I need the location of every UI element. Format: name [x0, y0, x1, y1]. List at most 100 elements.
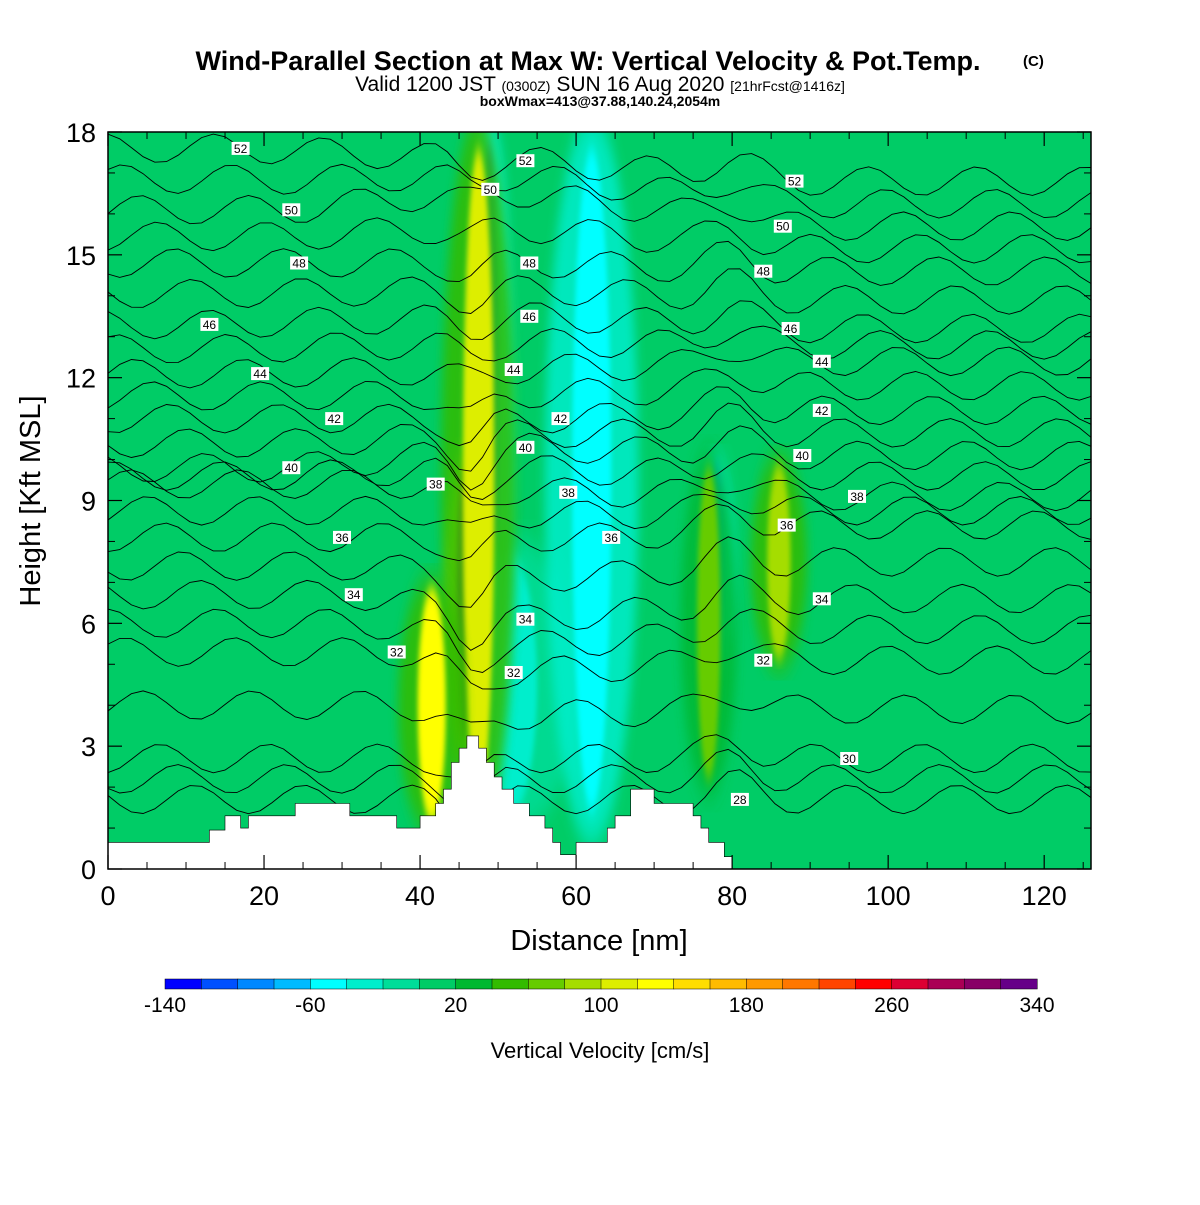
neg-core — [572, 149, 612, 811]
contour-label-text: 32 — [507, 666, 521, 680]
contour-label-box — [754, 264, 773, 278]
contour-label: 32 — [754, 653, 773, 668]
theta-contour-line — [108, 503, 1091, 562]
colorbar-tick-label: 260 — [874, 994, 909, 1017]
contour-labels: 52 52 52 50 50 50 48 48 48 46 46 46 44 44 44 42 42 42 40 40… — [200, 141, 866, 807]
y-axis-label: Height [Kft MSL] — [15, 395, 47, 606]
theta-contour-line — [108, 133, 1091, 196]
contour-label: 42 — [551, 412, 570, 426]
theta-contour-line — [108, 690, 1091, 730]
y-tick-label: 15 — [66, 241, 96, 271]
contour-label-text: 38 — [850, 490, 864, 504]
contour-label-text: 46 — [523, 310, 537, 324]
theta-contours — [108, 133, 1091, 839]
contour-label-text: 38 — [562, 486, 576, 500]
colorbar-swatch — [273, 978, 311, 990]
copyright-mark: (C) — [1023, 53, 1044, 70]
contour-label-box — [504, 666, 523, 679]
contour-label-box — [504, 363, 523, 376]
pos-core — [417, 588, 446, 822]
contour-label-text: 36 — [780, 519, 794, 533]
theta-contour-line — [108, 608, 1091, 673]
x-tick-label: 40 — [405, 881, 435, 911]
contour-label-box — [516, 612, 535, 626]
colorbar-swatch — [891, 978, 929, 990]
pos-core — [767, 464, 791, 660]
x-tick-label: 20 — [249, 881, 279, 911]
contour-label: 36 — [333, 530, 351, 545]
theta-contour-line — [108, 469, 1091, 512]
contour-label: 44 — [812, 354, 831, 369]
contour-label: 32 — [387, 645, 406, 660]
theta-contour-line — [108, 536, 1091, 608]
theta-contour-line — [108, 240, 1091, 286]
colorbar-label: Vertical Velocity [cm/s] — [491, 1038, 710, 1063]
theta-contour-line — [108, 769, 1091, 839]
x-tick-label: 80 — [717, 881, 747, 911]
contour-label-box — [231, 141, 250, 155]
contour-label: 46 — [781, 322, 800, 336]
contour-label-text: 44 — [507, 363, 521, 377]
colorbar-swatch — [709, 978, 747, 990]
colorbar-swatch — [1000, 978, 1038, 990]
minor-ticks — [108, 132, 1091, 869]
contour-label-text: 36 — [605, 531, 619, 545]
contour-label-box — [812, 592, 831, 606]
contour-label-text: 50 — [484, 183, 498, 197]
contour-label-text: 46 — [203, 318, 217, 332]
y-tick-label: 6 — [81, 609, 96, 639]
colorbar-swatch — [855, 978, 893, 990]
x-axis: 0 20 40 60 80 100 120 — [100, 132, 1067, 911]
velocity-field — [398, 132, 808, 846]
contour-label: 42 — [812, 403, 831, 418]
contour-label-box — [344, 588, 363, 602]
contour-label: 52 — [231, 141, 250, 156]
contour-label-text: 28 — [733, 793, 747, 807]
colorbar-swatch — [237, 978, 275, 990]
x-tick-label: 100 — [866, 881, 911, 911]
contour-label-box — [520, 309, 539, 323]
contour-label-text: 50 — [776, 220, 790, 234]
contour-label: 52 — [516, 154, 535, 168]
colorbar-swatch — [964, 978, 1002, 990]
colorbar-swatch — [455, 978, 493, 990]
contour-label: 28 — [730, 792, 749, 807]
theta-contour-line — [108, 402, 1091, 472]
colorbar-tick-label: -140 — [144, 994, 186, 1017]
contour-label: 36 — [777, 518, 796, 533]
contour-label-text: 52 — [788, 175, 802, 189]
contour-label-box — [793, 449, 812, 462]
contour-label-text: 40 — [285, 461, 299, 475]
theta-contour-line — [108, 217, 1091, 264]
colorbar-swatch — [382, 978, 420, 990]
theta-contour-line — [108, 268, 1091, 315]
theta-contour-line — [108, 368, 1091, 411]
contour-label-text: 52 — [234, 142, 248, 156]
contour-label-box — [730, 792, 749, 806]
contour-label-text: 44 — [815, 355, 829, 369]
contour-label-box — [559, 485, 578, 499]
contour-label-box — [325, 412, 344, 426]
contour-label-box — [387, 645, 406, 659]
colorbar-tick-label: 180 — [729, 994, 764, 1017]
contour-label-text: 50 — [285, 203, 299, 217]
contour-label: 48 — [520, 256, 539, 271]
contour-label-box — [785, 174, 804, 188]
contour-label-text: 30 — [843, 752, 857, 766]
contour-label: 40 — [516, 440, 535, 455]
subtitle-valid: Valid 1200 JST — [355, 73, 496, 96]
chart-subtitle: Valid 1200 JST (0300Z) SUN 16 Aug 2020 [… — [355, 73, 845, 96]
colorbar-swatch — [164, 978, 202, 990]
y-tick-label: 9 — [81, 487, 96, 517]
contour-label-text: 38 — [429, 478, 443, 492]
contour-label-box — [290, 256, 309, 270]
contour-label-text: 48 — [757, 265, 771, 279]
contour-label: 34 — [812, 592, 831, 606]
theta-contour-line — [108, 300, 1091, 344]
contour-label-box — [773, 219, 792, 233]
contour-label-box — [551, 412, 570, 426]
contour-label-box — [777, 518, 796, 532]
colorbar-tick-label: 100 — [583, 994, 618, 1017]
theta-contour-line — [108, 453, 1091, 500]
contour-label-text: 48 — [523, 257, 537, 271]
